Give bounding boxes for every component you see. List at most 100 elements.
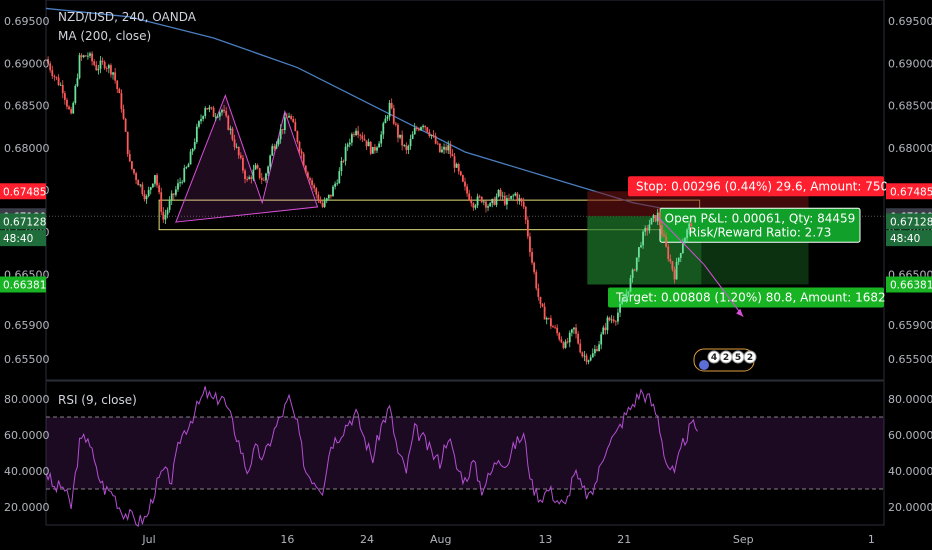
candle-body	[246, 179, 249, 180]
pattern-polygon	[175, 93, 319, 223]
short-position-tool[interactable]: Stop: 0.00296 (0.44%) 29.6, Amount: 750 O…	[587, 176, 888, 308]
candle-body	[267, 166, 269, 174]
candle-body	[627, 291, 630, 294]
event-count: 5	[735, 353, 741, 363]
time-axis[interactable]: Jul 16 24 Aug 13 21 Sep 1	[141, 533, 874, 546]
candle-body	[212, 107, 215, 117]
stop-label-box[interactable]	[628, 176, 884, 197]
candle-body	[91, 53, 93, 62]
candle-body	[681, 243, 684, 254]
candle-body	[323, 200, 326, 207]
candle-body	[491, 198, 494, 204]
candle-body	[535, 272, 538, 289]
candle-body	[552, 326, 554, 328]
left-rsi-tick: 60.0000	[4, 429, 50, 442]
candle-body	[556, 327, 559, 334]
candle-body	[248, 177, 251, 180]
candle-body	[690, 223, 693, 227]
target-label-box[interactable]	[608, 287, 884, 308]
candle-body	[596, 349, 598, 352]
left-price-tick: 0.68500	[4, 100, 50, 113]
candle-body	[200, 119, 202, 122]
candle-body	[114, 72, 117, 81]
candle-body	[317, 194, 320, 201]
right-rsi-axis[interactable]: 80.0000 60.0000 40.0000 20.0000	[888, 393, 932, 514]
candle-body	[93, 61, 96, 65]
candle-body	[480, 196, 483, 203]
right-rsi-tick: 40.0000	[888, 465, 932, 478]
candle-body	[290, 115, 293, 120]
left-price-tick: 0.65900	[4, 319, 50, 332]
ma-legend[interactable]: MA (200, close)	[58, 29, 151, 43]
candle-body	[633, 269, 636, 271]
candle-body	[277, 139, 280, 145]
candle-body	[554, 327, 556, 329]
candle-body	[168, 200, 171, 210]
candle-body	[164, 214, 167, 220]
candles	[47, 51, 693, 365]
candle-body	[644, 228, 647, 232]
candle-body	[53, 76, 56, 77]
candle-body	[522, 201, 525, 207]
candle-body	[191, 148, 194, 152]
candle-body	[380, 134, 383, 144]
candle-body	[577, 333, 580, 344]
candle-body	[128, 154, 131, 162]
left-price-tick: 0.69000	[4, 57, 50, 70]
candle-body	[593, 349, 596, 354]
candle-body	[66, 99, 68, 107]
candle-body	[151, 183, 154, 188]
candle-body	[334, 183, 337, 187]
left-rsi-axis[interactable]: 80.0000 60.0000 40.0000 20.0000	[4, 393, 50, 514]
candle-body	[235, 146, 238, 148]
candle-body	[462, 175, 464, 182]
candle-body	[661, 225, 663, 235]
candle-body	[533, 262, 536, 273]
candle-body	[371, 146, 374, 154]
candle-body	[208, 107, 211, 110]
candle-body	[568, 332, 571, 343]
flag-icon	[699, 360, 709, 370]
price-pane[interactable]: Stop: 0.00296 (0.44%) 29.6, Amount: 750 O…	[45, 0, 888, 381]
candle-body	[321, 203, 324, 207]
candle-body	[537, 288, 540, 297]
candle-body	[68, 106, 70, 110]
candle-body	[304, 165, 307, 173]
candle-body	[63, 93, 66, 100]
candle-body	[675, 261, 678, 280]
candle-body	[57, 77, 60, 86]
candle-body	[413, 127, 416, 135]
candle-body	[124, 118, 127, 132]
candle-body	[325, 198, 328, 201]
candle-body	[604, 327, 607, 331]
rsi-pane[interactable]	[45, 380, 885, 527]
candle-body	[231, 128, 234, 140]
candle-body	[286, 117, 288, 119]
candle-body	[95, 64, 98, 71]
candle-body	[82, 55, 85, 58]
candle-body	[137, 180, 140, 186]
candle-body	[570, 329, 573, 333]
candle-body	[204, 108, 207, 117]
candle-body	[478, 196, 481, 198]
candle-body	[145, 196, 148, 200]
candle-body	[619, 303, 621, 313]
candle-body	[602, 327, 605, 335]
candle-body	[642, 231, 644, 246]
candle-body	[646, 228, 649, 231]
candle-body	[116, 80, 119, 89]
candle-body	[573, 327, 575, 330]
rsi-legend[interactable]: RSI (9, close)	[58, 393, 137, 407]
candle-body	[160, 192, 163, 212]
candle-body	[524, 206, 527, 220]
candle-body	[126, 131, 129, 155]
event-badge[interactable]	[743, 350, 757, 364]
candle-body	[206, 108, 209, 110]
symbol-legend[interactable]: NZD/USD, 240, OANDA	[58, 10, 197, 24]
candle-body	[420, 127, 422, 131]
projection-arrowhead	[736, 308, 744, 317]
candle-body	[487, 206, 489, 208]
